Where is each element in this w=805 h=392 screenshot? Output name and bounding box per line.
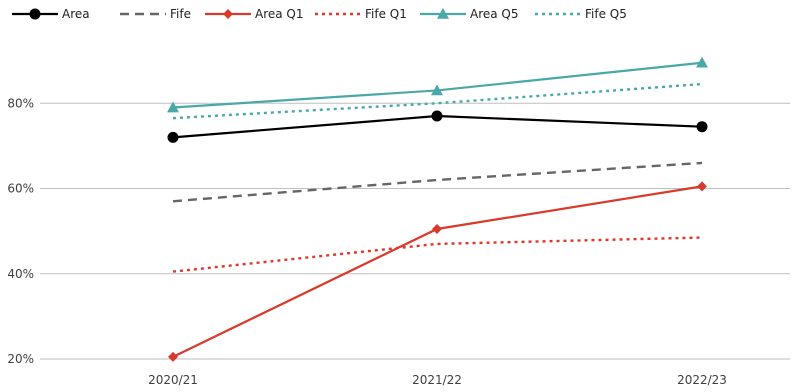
data-point-area-q5 <box>696 56 708 68</box>
legend-item-fife: Fife <box>120 7 191 21</box>
legend-item-area-q5: Area Q5 <box>420 7 519 21</box>
data-point-area-q5 <box>167 101 179 113</box>
y-tick-label: 20% <box>7 352 34 366</box>
y-axis-ticks: 20% 40% 60% 80% <box>7 96 34 366</box>
legend-item-fife-q5: Fife Q5 <box>535 7 627 21</box>
data-point-area <box>167 131 179 143</box>
legend-label: Area <box>62 7 90 21</box>
data-point-area-q1 <box>168 351 178 362</box>
legend-label: Fife <box>170 7 191 21</box>
data-point-area-q1 <box>432 223 442 234</box>
series-line-fife-q5 <box>172 82 703 120</box>
data-point-area <box>696 121 708 133</box>
legend-marker <box>29 8 41 20</box>
legend-item-area: Area <box>12 7 90 21</box>
x-tick-label: 2022/23 <box>677 373 727 387</box>
legend-item-area-q1: Area Q1 <box>205 7 304 21</box>
data-point-area-q5 <box>431 84 443 96</box>
legend-marker <box>437 8 449 19</box>
legend-label: Area Q1 <box>255 7 304 21</box>
x-axis-ticks: 2020/21 2021/22 2022/23 <box>148 373 727 387</box>
y-tick-label: 80% <box>7 96 34 110</box>
legend-label: Area Q5 <box>470 7 519 21</box>
legend-label: Fife Q5 <box>585 7 627 21</box>
x-tick-label: 2020/21 <box>148 373 198 387</box>
series-line-area-q1 <box>172 185 703 358</box>
x-tick-label: 2021/22 <box>412 373 462 387</box>
gridlines <box>40 102 790 360</box>
chart-legend: Area Fife Area Q1 Fife Q1 Area Q5 Fife Q5 <box>12 7 627 21</box>
series-line-fife-q1 <box>172 236 703 273</box>
data-point-area <box>431 110 443 122</box>
series-lines <box>167 56 708 362</box>
y-tick-label: 40% <box>7 267 34 281</box>
legend-label: Fife Q1 <box>365 7 407 21</box>
y-tick-label: 60% <box>7 182 34 196</box>
legend-item-fife-q1: Fife Q1 <box>315 7 407 21</box>
series-line-area-q5 <box>172 61 703 109</box>
legend-marker <box>223 9 233 19</box>
data-point-area-q1 <box>697 181 707 192</box>
series-line-fife <box>172 161 703 203</box>
